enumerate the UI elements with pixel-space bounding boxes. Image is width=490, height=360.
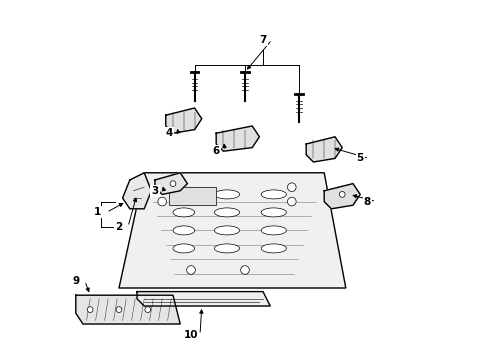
Polygon shape bbox=[306, 137, 342, 162]
Polygon shape bbox=[216, 126, 259, 151]
Polygon shape bbox=[76, 295, 180, 324]
Circle shape bbox=[339, 192, 345, 197]
Text: 5: 5 bbox=[357, 153, 364, 163]
Text: 3: 3 bbox=[151, 186, 159, 196]
Polygon shape bbox=[324, 184, 360, 209]
Text: 2: 2 bbox=[115, 222, 122, 232]
Circle shape bbox=[116, 307, 122, 312]
Ellipse shape bbox=[173, 226, 195, 235]
Ellipse shape bbox=[215, 226, 240, 235]
Text: 10: 10 bbox=[184, 330, 198, 340]
Circle shape bbox=[288, 183, 296, 192]
Ellipse shape bbox=[173, 190, 195, 199]
Text: 8: 8 bbox=[364, 197, 371, 207]
Text: 7: 7 bbox=[259, 35, 267, 45]
Polygon shape bbox=[122, 173, 151, 209]
Ellipse shape bbox=[173, 208, 195, 217]
Text: 6: 6 bbox=[213, 146, 220, 156]
Ellipse shape bbox=[215, 208, 240, 217]
Ellipse shape bbox=[261, 244, 286, 253]
Circle shape bbox=[158, 197, 167, 206]
Polygon shape bbox=[119, 173, 346, 288]
Ellipse shape bbox=[261, 190, 286, 199]
Circle shape bbox=[241, 266, 249, 274]
Circle shape bbox=[170, 181, 176, 186]
Ellipse shape bbox=[215, 190, 240, 199]
Polygon shape bbox=[155, 173, 187, 194]
Ellipse shape bbox=[261, 208, 286, 217]
Ellipse shape bbox=[261, 226, 286, 235]
Text: 4: 4 bbox=[166, 128, 173, 138]
Ellipse shape bbox=[215, 244, 240, 253]
Text: 1: 1 bbox=[94, 207, 101, 217]
Polygon shape bbox=[170, 187, 216, 205]
Circle shape bbox=[145, 307, 151, 312]
Text: 9: 9 bbox=[72, 276, 79, 286]
Ellipse shape bbox=[173, 244, 195, 253]
Text: 7: 7 bbox=[259, 35, 267, 45]
Circle shape bbox=[87, 307, 93, 312]
Polygon shape bbox=[166, 108, 202, 133]
Circle shape bbox=[158, 183, 167, 192]
Polygon shape bbox=[137, 292, 270, 306]
Circle shape bbox=[288, 197, 296, 206]
Circle shape bbox=[187, 266, 196, 274]
